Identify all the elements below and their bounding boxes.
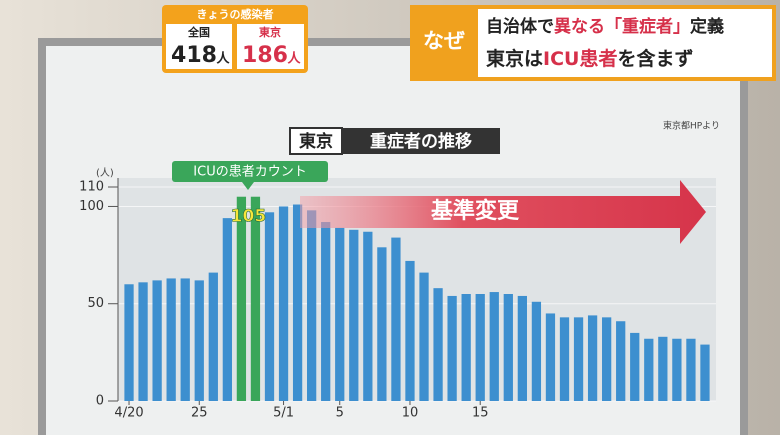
national-unit: 人 xyxy=(216,51,230,67)
national-value: 418 xyxy=(171,43,217,68)
bar xyxy=(138,282,148,401)
bar xyxy=(391,237,401,401)
bar xyxy=(419,272,429,401)
bar xyxy=(180,278,190,401)
icu-pointer xyxy=(242,182,254,190)
y-tick-label: 110 xyxy=(79,180,104,195)
bar xyxy=(377,247,387,401)
bar xyxy=(602,317,612,401)
headline-line-2: 東京はICU患者を含まず xyxy=(486,47,693,70)
x-tick-label: 15 xyxy=(472,406,489,421)
tokyo-unit: 人 xyxy=(287,51,301,67)
tokyo-label: 東京 xyxy=(259,25,281,39)
x-tick-label: 5/1 xyxy=(273,406,294,421)
change-label: 基準変更 xyxy=(431,198,520,224)
bar xyxy=(644,338,654,401)
y-unit: (人) xyxy=(96,167,114,179)
headline-part: 自治体で xyxy=(486,16,554,37)
bar xyxy=(194,280,204,401)
headline-part: 東京は xyxy=(486,47,543,70)
headline-line-1: 自治体で異なる「重症者」定義 xyxy=(486,16,724,37)
headline-part: 定義 xyxy=(690,16,724,37)
headline-part: 異なる「重症者」 xyxy=(554,16,690,37)
why-label: なぜ xyxy=(423,29,465,53)
bar xyxy=(616,321,626,401)
bar xyxy=(405,260,415,401)
national-label: 全国 xyxy=(187,25,210,39)
value-label: 105 xyxy=(231,207,267,227)
marks: 0 50 100 110 4/20 25 5/1 5 10 15 105 xyxy=(79,178,716,421)
bar xyxy=(545,313,556,401)
bar xyxy=(208,272,218,401)
bar xyxy=(278,206,289,401)
bar xyxy=(573,317,584,401)
headline-inner xyxy=(478,9,772,77)
icu-label-box xyxy=(172,161,328,182)
x-tick-label: 5 xyxy=(336,406,344,421)
title-box xyxy=(342,128,500,154)
title-tag: 東京 xyxy=(299,131,333,152)
bar xyxy=(475,294,485,401)
bar xyxy=(447,295,457,401)
bar xyxy=(152,280,162,401)
bar xyxy=(672,338,682,401)
bar xyxy=(686,338,696,401)
x-tick-label: 4/20 xyxy=(114,406,143,421)
bar xyxy=(559,317,570,401)
y-tick-label: 100 xyxy=(79,199,104,214)
bar xyxy=(222,218,232,401)
bar xyxy=(166,278,176,401)
bar xyxy=(349,229,359,401)
overlay: 基準変更 ICUの患者カウント xyxy=(172,161,706,244)
change-arrow xyxy=(300,180,706,244)
bar xyxy=(503,294,513,401)
bar xyxy=(658,336,668,401)
bar xyxy=(250,196,261,401)
bar xyxy=(321,222,331,401)
headline-part: ICU患者 xyxy=(543,47,617,70)
tokyo-box xyxy=(237,24,304,69)
bar xyxy=(124,284,134,401)
bar xyxy=(292,204,303,401)
bar xyxy=(433,288,443,401)
bar xyxy=(363,231,373,401)
bar xyxy=(700,344,710,401)
source: 東京都HPより xyxy=(663,120,720,132)
y-tick-label: 50 xyxy=(87,296,104,311)
bar xyxy=(461,294,471,401)
bar xyxy=(531,301,542,401)
icu-label: ICUの患者カウント xyxy=(193,165,306,180)
x-tick-label: 10 xyxy=(402,406,419,421)
tokyo-value: 186 xyxy=(242,43,288,68)
bar xyxy=(517,295,527,401)
bar xyxy=(335,227,345,401)
count-header: きょうの感染者 xyxy=(197,7,274,21)
headline-part: を含まず xyxy=(617,47,693,70)
bar xyxy=(307,210,317,401)
national-box xyxy=(166,24,232,69)
bar xyxy=(630,332,640,401)
bar xyxy=(264,212,275,401)
bar xyxy=(587,315,598,401)
x-tick-label: 25 xyxy=(191,406,208,421)
y-tick-label: 0 xyxy=(96,394,104,409)
chart-title: 重症者の推移 xyxy=(370,131,472,152)
bar xyxy=(236,196,247,401)
bar xyxy=(489,292,499,401)
